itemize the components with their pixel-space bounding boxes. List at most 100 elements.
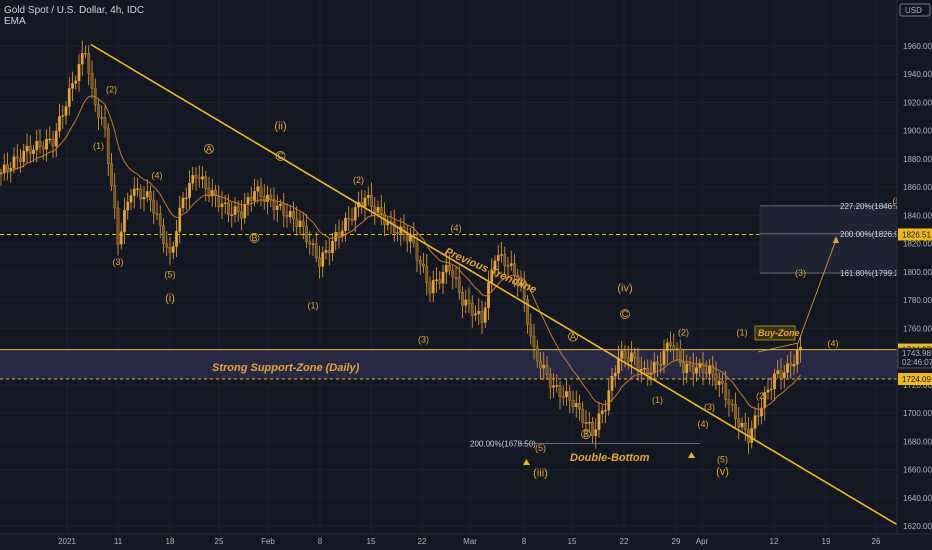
last-price-tag — [897, 347, 932, 369]
candle-body — [688, 363, 692, 366]
candle-body — [51, 138, 55, 147]
candle-body — [366, 195, 370, 199]
candle-body — [324, 250, 328, 253]
candle-body — [639, 369, 643, 371]
candle-body — [613, 372, 617, 377]
price-tag-label: 1826.51 — [902, 230, 931, 239]
wave-label: (4) — [152, 171, 163, 181]
candle-body — [298, 220, 302, 227]
wave-label: (5) — [165, 270, 176, 280]
candle-body — [558, 385, 562, 397]
wave-label: (1) — [652, 395, 663, 405]
candle-body — [126, 201, 130, 211]
candle-body — [509, 263, 513, 266]
wave-label: (2) — [678, 327, 689, 337]
price-axis-tick: 1700.00 — [903, 409, 932, 418]
candle-body — [578, 403, 581, 410]
price-axis-tick: 1820.00 — [903, 240, 932, 249]
candle-body — [246, 197, 250, 205]
candle-body — [415, 242, 419, 261]
wave-label: (5) — [535, 443, 546, 453]
time-axis-tick: 8 — [522, 537, 527, 546]
candle-body — [152, 199, 156, 214]
candle-body — [656, 361, 659, 365]
candle-body — [604, 410, 607, 412]
candle-body — [240, 211, 243, 219]
candle-body — [724, 383, 728, 400]
candle-body — [233, 206, 237, 215]
candle-body — [90, 73, 94, 89]
candle-body — [353, 207, 357, 221]
candle-body — [321, 252, 325, 267]
candle-body — [162, 225, 165, 244]
candle-body — [145, 191, 149, 198]
candle-body — [581, 408, 585, 423]
candle-body — [405, 234, 409, 242]
candle-body — [548, 374, 552, 388]
wave-label: (ii) — [274, 120, 286, 132]
candle-body — [165, 243, 169, 248]
candle-body — [350, 219, 354, 221]
candle-body — [506, 265, 510, 267]
candle-body — [48, 138, 52, 141]
candle-body — [620, 350, 624, 359]
price-axis-tick: 1860.00 — [903, 183, 932, 192]
wave-label: (iii) — [533, 468, 548, 480]
candle-body — [727, 399, 731, 405]
candle-body — [314, 243, 318, 258]
candle-body — [6, 164, 9, 171]
time-axis-tick: 8 — [318, 537, 323, 546]
candle-body — [734, 404, 737, 419]
candle-body — [623, 350, 627, 358]
time-axis-background — [0, 534, 932, 550]
time-axis-tick: 22 — [620, 537, 629, 546]
candle-body — [191, 175, 195, 184]
candle-body — [799, 347, 802, 351]
candle-body — [110, 163, 113, 186]
candle-body — [331, 240, 334, 253]
candle-body — [2, 164, 6, 174]
candle-body — [766, 389, 770, 393]
ema-line — [0, 95, 801, 410]
candle-body — [214, 190, 217, 196]
candle-body — [363, 197, 367, 207]
candle-body — [22, 151, 26, 162]
price-axis-tick: 1680.00 — [903, 437, 932, 446]
buy-zone-box — [754, 325, 796, 341]
candle-body — [188, 182, 191, 198]
candle-body — [292, 210, 295, 220]
candle-body — [347, 217, 351, 220]
candle-body — [327, 250, 331, 253]
time-axis-tick: Apr — [696, 537, 709, 546]
candle-body — [740, 422, 744, 428]
candle-body — [266, 194, 269, 202]
candle-body — [493, 260, 497, 270]
candle-body — [97, 104, 100, 118]
double-bottom-marker-right — [688, 452, 695, 458]
candle-body — [305, 226, 308, 242]
candle-body — [721, 380, 724, 384]
candle-body — [438, 279, 442, 284]
candle-body — [464, 299, 468, 306]
candle-body — [500, 254, 503, 256]
candle-body — [750, 428, 754, 443]
wave-circle-marker — [275, 151, 286, 161]
candle-body — [574, 403, 578, 408]
candle-body — [662, 350, 666, 365]
currency-label: USD — [905, 6, 922, 15]
price-axis-tick: 1840.00 — [903, 211, 932, 220]
support-zone-label: Strong Support-Zone (Daily) — [212, 362, 360, 374]
wave-circle-marker — [204, 143, 214, 154]
candle-body — [643, 367, 646, 370]
wave-label: (iv) — [617, 283, 632, 295]
candle-body — [730, 403, 734, 406]
fib-level-label: 161.80%(1799.21) — [840, 269, 906, 278]
wave-label: A — [206, 144, 212, 154]
candle-body — [483, 307, 487, 323]
candle-body — [249, 197, 253, 201]
double-bottom-marker-left — [523, 459, 530, 465]
price-axis-background — [897, 0, 932, 550]
candle-body — [535, 346, 539, 362]
candle-body — [711, 365, 715, 375]
